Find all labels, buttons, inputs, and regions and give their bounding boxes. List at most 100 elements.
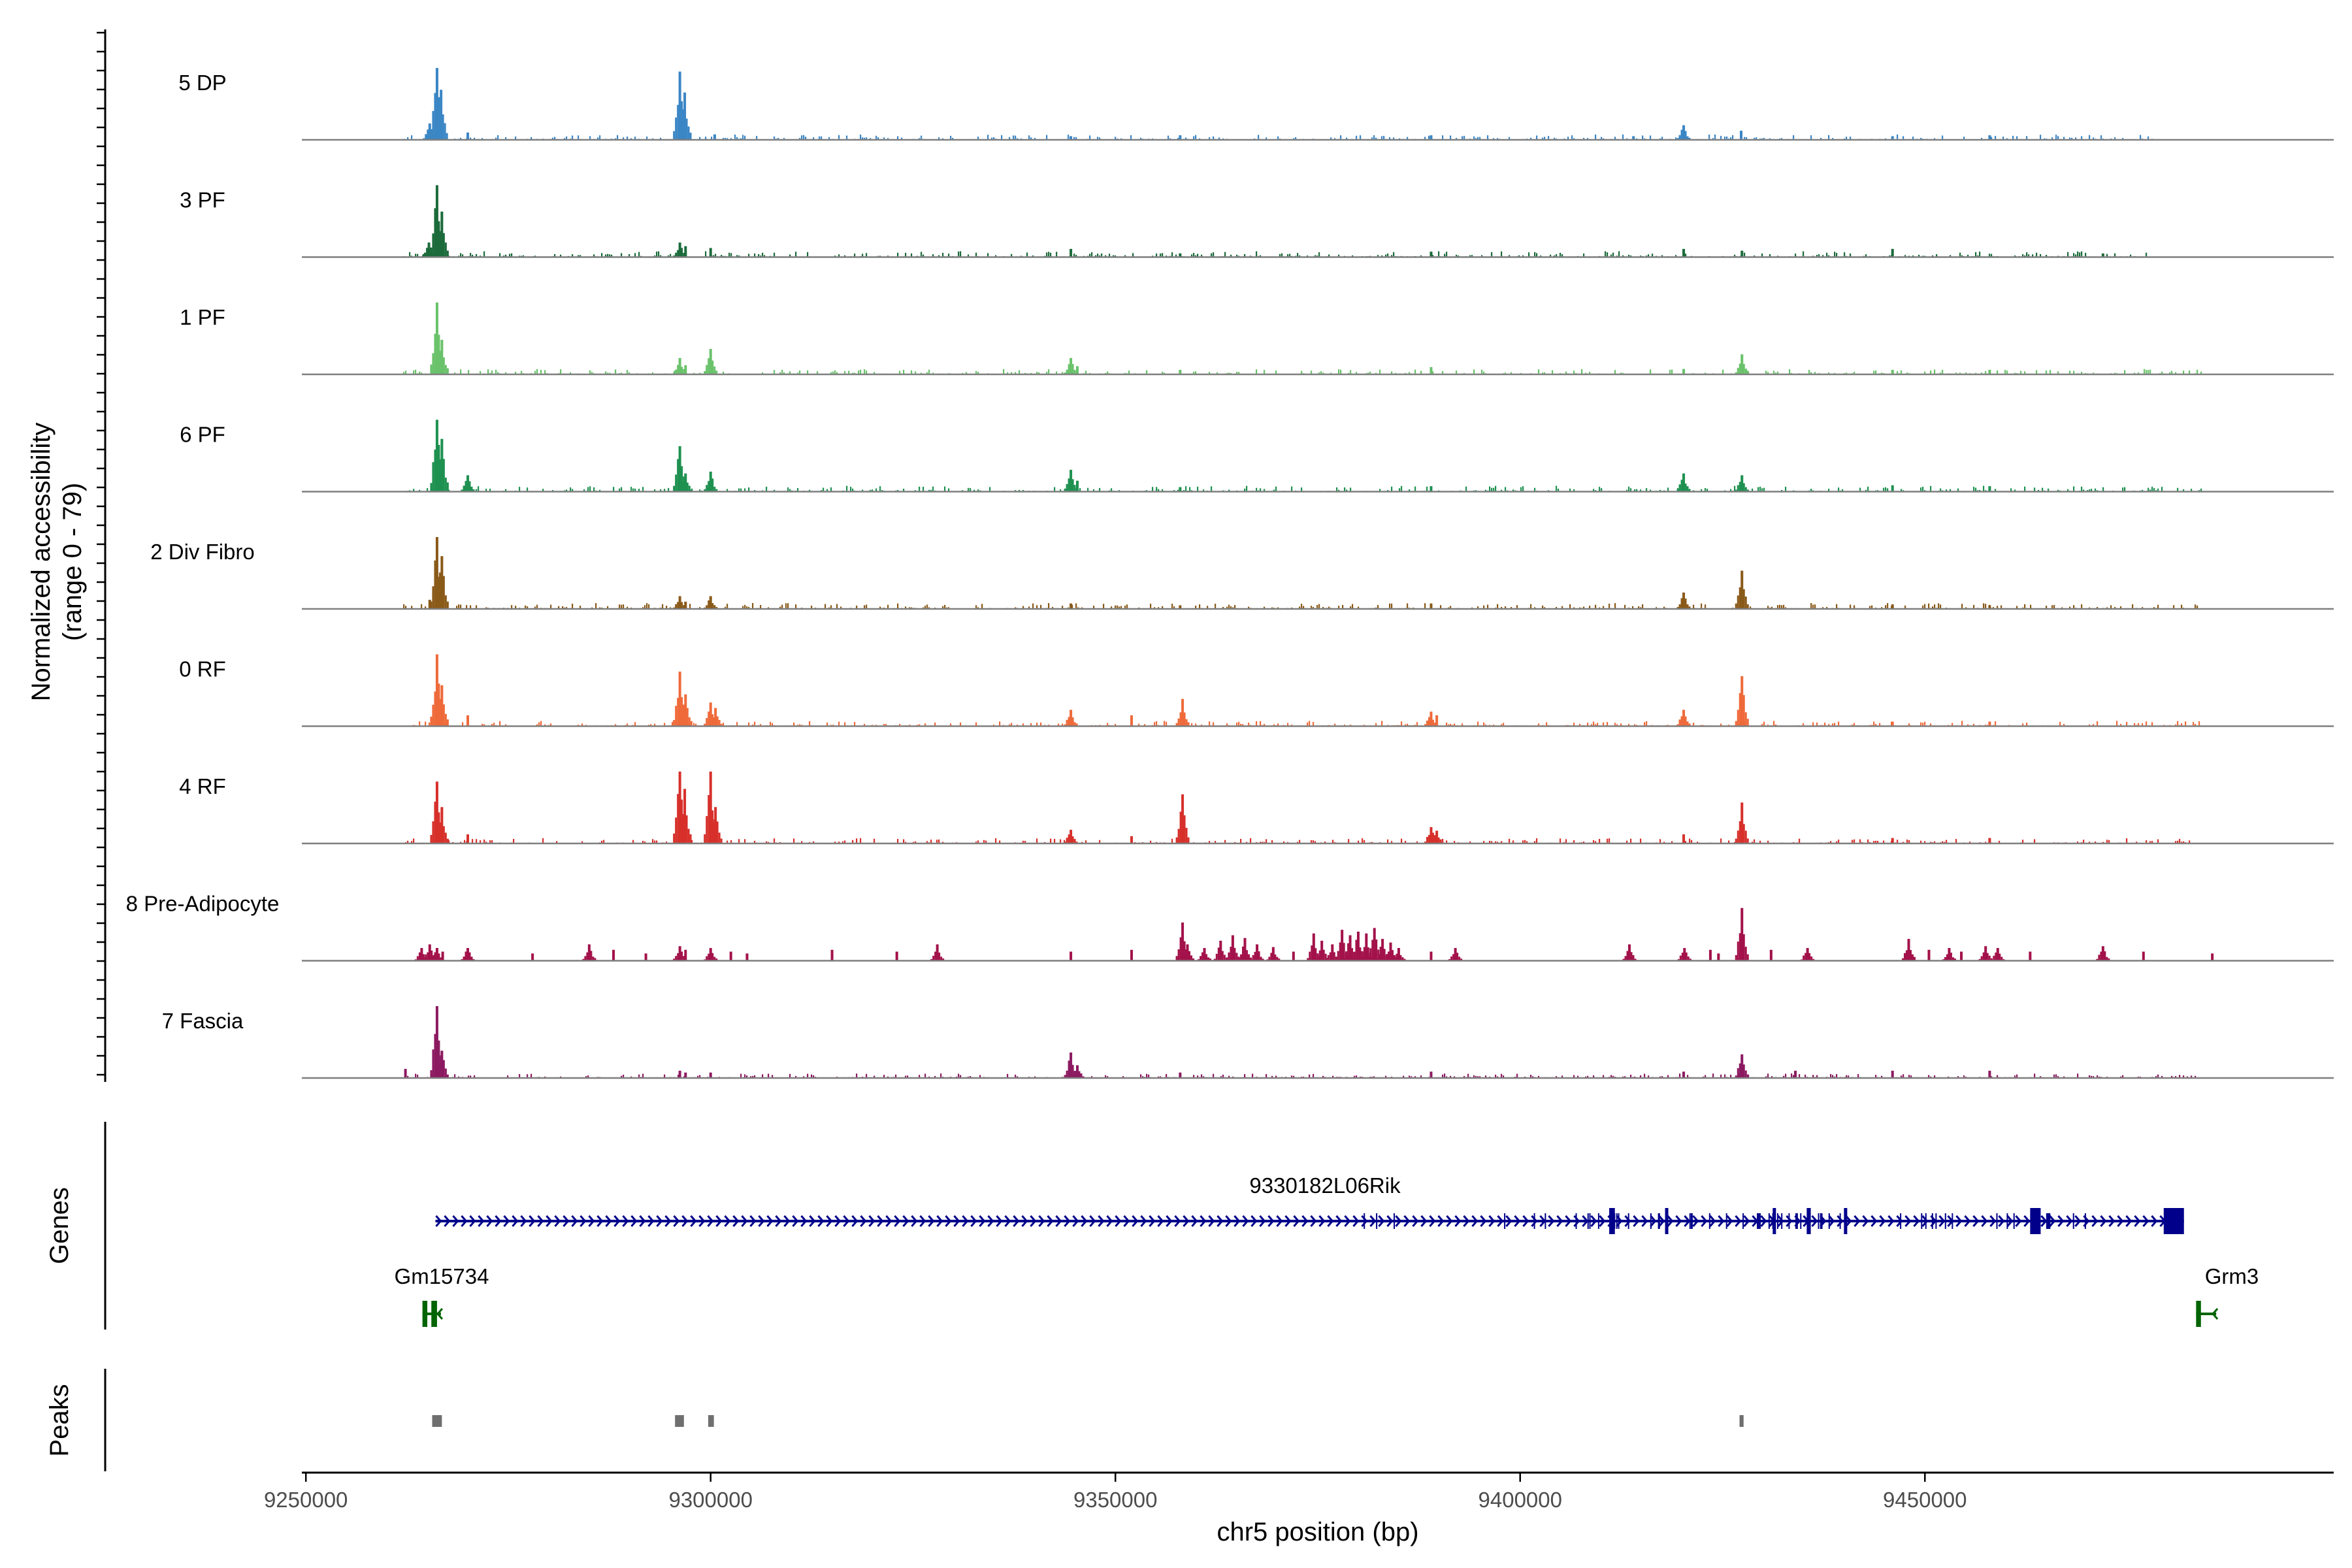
coverage-noise-bar [2085,252,2087,257]
coverage-noise-bar [1834,723,1836,727]
coverage-noise-bar [1877,841,1879,843]
coverage-noise-bar [1501,724,1503,727]
coverage-peak [1073,370,1076,374]
strand-arrow [1556,1215,1563,1227]
coverage-noise-bar [840,606,842,609]
coverage-noise-bar [666,606,668,609]
coverage-peak [432,956,434,961]
coverage-noise-bar [664,723,666,727]
coverage-peak [711,478,714,492]
coverage-noise-bar [932,372,934,374]
coverage-noise-bar [1224,840,1226,843]
coverage-noise-bar [1650,135,1652,140]
coverage-noise-bar [1816,722,1818,727]
coverage-noise-bar [2149,489,2151,492]
coverage-noise-bar [648,604,650,609]
coverage-noise-bar [1266,839,1267,843]
coverage-noise-bar [1469,841,1471,843]
coverage-noise-bar [1140,1074,1142,1078]
strand-arrow [1327,1215,1334,1227]
coverage-noise-bar [1810,489,1812,492]
coverage-noise-bar [1565,371,1567,374]
coverage-noise-bar [866,137,868,140]
coverage-noise-bar [970,488,972,492]
coverage-noise-bar [472,254,474,257]
strand-arrow [1259,1215,1266,1227]
coverage-noise-bar [1609,838,1610,843]
coverage-noise-bar [1352,255,1354,257]
coverage-noise-bar [838,254,840,257]
coverage-noise-bar [1262,841,1264,843]
coverage-peak [1424,841,1426,843]
coverage-noise-bar [1846,1075,1848,1078]
coverage-noise-bar [542,489,544,492]
coverage-noise-bar [1128,370,1130,374]
coverage-peak [432,253,434,257]
coverage-noise-bar [1201,254,1203,257]
coverage-noise-bar [2157,604,2159,609]
coverage-noise-bar [621,372,623,374]
coverage-noise-bar [1822,255,1824,257]
coverage-noise-bar [838,135,840,140]
coverage-peak [442,576,445,609]
coverage-peak [1744,1070,1747,1078]
coverage-noise-bar [1132,253,1134,257]
coverage-noise-bar [1961,721,1963,727]
coverage-noise-bar [1491,487,1493,492]
coverage-noise-bar [646,603,648,609]
coverage-peak [708,481,710,492]
coverage-noise-bar [2124,370,2126,374]
coverage-peak [1329,952,1331,961]
coverage-peak [463,956,465,961]
coverage-noise-bar [977,372,979,374]
coverage-noise-bar [799,138,801,140]
coverage-noise-bar [2089,135,2091,140]
coverage-noise-bar [1377,604,1379,609]
coverage-noise-bar [2126,838,2128,843]
coverage-noise-bar [1171,603,1173,609]
coverage-noise-bar [480,840,482,843]
strand-arrow [495,1215,502,1227]
coverage-peak [1177,718,1180,727]
coverage-noise-bar [907,1075,909,1078]
coverage-peak [1999,953,2001,961]
coverage-peak [1686,136,1689,140]
coverage-noise-bar [476,839,478,843]
peaks-panel-label: Peaks [45,1384,74,1456]
coverage-noise-bar [1236,371,1238,374]
coverage-noise-bar [2004,370,2006,374]
coverage-noise-bar [499,721,501,727]
strand-arrow [1921,1215,1929,1227]
coverage-noise-bar [448,840,450,843]
coverage-peak [708,794,710,843]
coverage-noise-bar [1332,1075,1334,1078]
coverage-noise-bar [1099,840,1101,843]
coverage-noise-bar [1483,605,1485,609]
coverage-noise-bar [2181,723,2183,727]
coverage-noise-bar [1777,605,1779,609]
coverage-noise-bar [1379,489,1381,492]
coverage-peak [444,365,447,374]
coverage-peak [531,953,534,961]
coverage-noise-bar [1775,372,1777,374]
coverage-noise-bar [2022,254,2024,257]
coverage-peak [1401,957,1404,961]
coverage-peak [440,340,444,374]
coverage-noise-bar [566,489,568,492]
coverage-peak [716,821,719,843]
coverage-noise-bar [825,604,826,609]
strand-arrow [1115,1215,1122,1227]
coverage-noise-bar [1328,254,1330,257]
coverage-peak [1185,828,1188,843]
coverage-noise-bar [2116,721,2118,727]
coverage-peak [1742,934,1745,961]
coverage-noise-bar [1516,1073,1518,1078]
coverage-peak [1071,717,1074,727]
coverage-noise-bar [2040,253,2042,257]
coverage-noise-bar [950,135,952,140]
strand-arrow [1123,1215,1130,1227]
coverage-peak [440,685,444,727]
coverage-noise-bar [777,138,779,140]
coverage-peak [1982,952,1985,961]
coverage-peak [435,68,438,140]
